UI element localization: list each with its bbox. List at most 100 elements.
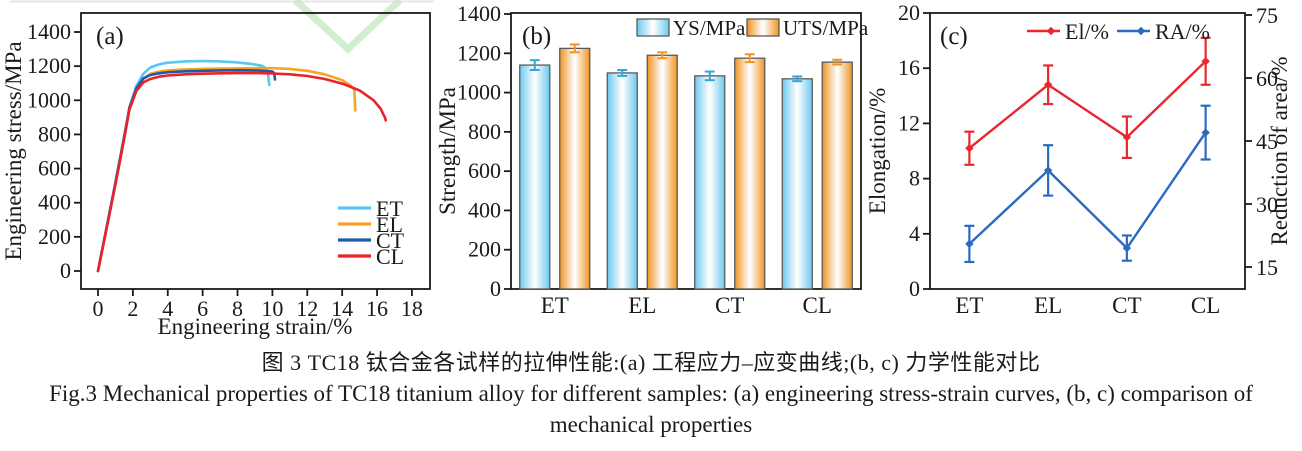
svg-text:400: 400 [38,190,71,215]
bar-YS-EL [606,72,638,290]
panel-c: 0 4 8 12 16 20 15 30 45 60 75 ET EL CT CL El/% RA/% Elong… [868,0,1302,340]
svg-text:20: 20 [898,0,920,25]
svg-text:400: 400 [468,197,501,222]
y-axis-label-left: Elongation/% [868,88,890,214]
legend-swatch-YS [636,18,670,37]
plot-frame [80,12,431,290]
category-label-EL: EL [628,293,656,318]
svg-text:16: 16 [898,55,920,80]
legend-label-YS: YS/MPa [673,16,746,40]
panel-label: (b) [522,23,551,50]
svg-text:800: 800 [468,119,501,144]
svg-text:15: 15 [1256,255,1278,280]
svg-text:800: 800 [38,121,71,146]
category-label-CT: CT [1112,293,1141,318]
bar-UTS-ET [559,47,591,290]
svg-text:0: 0 [909,276,920,301]
bar-UTS-EL [646,54,678,290]
svg-text:1000: 1000 [27,87,71,112]
category-label-ET: ET [955,293,983,318]
figure-caption: 图 3 TC18 钛合金各试样的拉伸性能:(a) 工程应力–应变曲线;(b, c… [0,344,1302,440]
svg-text:12: 12 [898,110,920,135]
curve-CT [96,68,277,273]
data-point-marker [1122,133,1132,142]
data-point-marker [1201,128,1210,137]
data-point-marker [1043,166,1053,175]
caption-line-zh: 图 3 TC18 钛合金各试样的拉伸性能:(a) 工程应力–应变曲线;(b, c… [261,350,1041,375]
legend-swatch-UTS [746,18,780,37]
panel-c-chart: 0 4 8 12 16 20 15 30 45 60 75 ET EL CT CL El/% RA/% Elong… [868,0,1292,318]
category-label-CL: CL [803,293,832,318]
data-point-marker [965,144,974,153]
y-axis-label: Engineering stress/MPa [1,41,26,260]
svg-text:75: 75 [1256,3,1278,28]
category-label-ET: ET [541,293,569,318]
svg-text:1400: 1400 [27,19,71,44]
x-axis-label: Engineering strain/% [158,314,353,339]
svg-text:10: 10 [261,296,283,321]
category-label-CT: CT [715,293,744,318]
watermark-chevron-icon [292,0,403,54]
svg-text:0: 0 [60,258,71,283]
svg-text:200: 200 [38,224,71,249]
legend-label-CT: CT [376,228,405,253]
svg-text:45: 45 [1256,129,1278,154]
category-label-CL: CL [1191,293,1220,318]
svg-text:12: 12 [296,296,318,321]
data-point-marker [1043,80,1053,89]
plot-frame [929,12,1246,290]
legend-label-ET: ET [376,196,403,221]
panel-label: (c) [940,23,968,50]
legend-label-El: El/% [1065,19,1109,44]
svg-text:1200: 1200 [27,53,71,78]
svg-text:4: 4 [162,296,173,321]
curve-EL [96,66,357,273]
panel-label: (a) [96,23,124,50]
line-El [968,60,1207,150]
svg-text:4: 4 [909,221,920,246]
panel-b-chart: 0 200 400 600 800 1000 1200 1400 ET EL CT CL YS/MPa U… [435,1,868,318]
bar-UTS-CT [734,57,766,290]
svg-text:8: 8 [909,166,920,191]
data-point-marker [1136,26,1146,36]
caption-line-en-1: Fig.3 Mechanical properties of TC18 tita… [49,381,1253,406]
curve-ET [96,59,271,273]
svg-text:200: 200 [468,237,501,262]
legend-label-RA: RA/% [1155,19,1210,44]
bar-YS-ET [519,64,551,290]
data-point-marker [1122,243,1132,253]
svg-text:60: 60 [1256,66,1278,91]
y-axis-label-right: Reduction of area/% [1267,56,1292,245]
svg-text:2: 2 [127,296,138,321]
bar-YS-CT [694,75,726,290]
svg-text:600: 600 [38,156,71,181]
curve-CL [96,71,388,273]
data-point-marker [965,239,974,249]
chart-panels: 0 2 4 6 8 10 12 14 16 18 0 200 400 600 800 1000 1200 1400… [0,0,1302,340]
svg-text:6: 6 [197,296,208,321]
data-point-marker [1201,57,1210,66]
svg-text:1200: 1200 [457,40,501,65]
panel-a-chart: 0 2 4 6 8 10 12 14 16 180200400600800100012001400… [1,0,434,339]
svg-text:8: 8 [232,296,243,321]
svg-text:30: 30 [1256,192,1278,217]
svg-text:1000: 1000 [457,80,501,105]
svg-text:18: 18 [401,296,423,321]
data-point-marker [1046,26,1056,36]
legend-label-EL: EL [376,212,403,237]
svg-text:14: 14 [331,296,353,321]
line-RA [968,131,1207,250]
plot-frame [510,12,862,290]
svg-text:1400: 1400 [457,1,501,26]
bar-YS-CL [781,78,813,290]
y-axis-label: Strength/MPa [435,87,460,215]
svg-text:600: 600 [468,158,501,183]
bar-UTS-CL [821,61,853,290]
category-label-EL: EL [1034,293,1062,318]
panel-a: 0 2 4 6 8 10 12 14 16 18 0 200 400 600 800 1000 1200 1400… [0,0,434,340]
svg-text:0: 0 [490,276,501,301]
panel-b: 0 200 400 600 800 1000 1200 1400 ET EL CT CL YS/MPa U… [434,0,868,340]
legend-label-UTS: UTS/MPa [783,16,868,40]
legend-label-CL: CL [376,244,404,269]
